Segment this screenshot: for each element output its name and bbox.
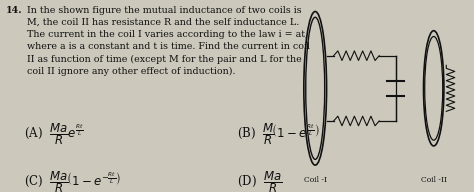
Text: (B)  $\dfrac{M}{R}\!\left(1-e^{\frac{Rt}{L}}\right)$: (B) $\dfrac{M}{R}\!\left(1-e^{\frac{Rt}{…	[237, 121, 319, 147]
Text: (C)  $\dfrac{Ma}{R}\!\left(1-e^{-\frac{Rt}{L}}\right)$: (C) $\dfrac{Ma}{R}\!\left(1-e^{-\frac{Rt…	[24, 169, 121, 192]
Text: (D)  $\dfrac{Ma}{R}$: (D) $\dfrac{Ma}{R}$	[237, 169, 283, 192]
Text: Coil -II: Coil -II	[421, 176, 447, 184]
Text: Coil -I: Coil -I	[304, 176, 327, 184]
Text: 14.: 14.	[6, 6, 22, 15]
Text: (A)  $\dfrac{Ma}{R}e^{\frac{Rt}{L}}$: (A) $\dfrac{Ma}{R}e^{\frac{Rt}{L}}$	[24, 121, 84, 147]
Text: In the shown figure the mutual inductance of two coils is
M, the coil II has res: In the shown figure the mutual inductanc…	[27, 6, 310, 76]
